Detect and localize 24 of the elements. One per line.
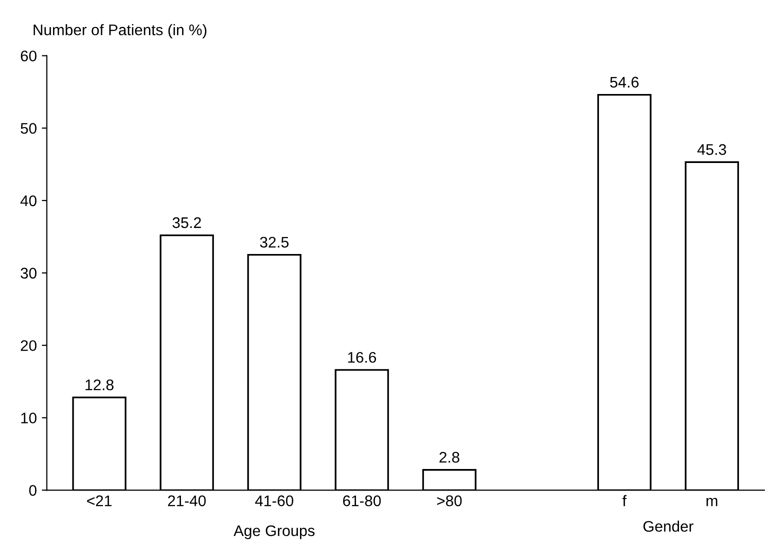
data-label: 12.8 xyxy=(86,379,114,390)
data-label: 54.6 xyxy=(610,76,639,88)
x-axis-title: Age Groups xyxy=(234,525,315,540)
y-tick-label: 40 xyxy=(20,195,36,206)
x-tick-label: m xyxy=(706,498,718,506)
y-axis-title: Number of Patients (in %) xyxy=(34,24,206,38)
data-label: 35.2 xyxy=(172,217,201,228)
y-tick-label: 0 xyxy=(29,485,36,496)
data-label: 2.8 xyxy=(440,452,460,463)
y-tick-label: 20 xyxy=(20,340,36,352)
text: Gender xyxy=(643,520,694,532)
x-tick-label: 61-80 xyxy=(343,495,381,506)
x-tick-label: 41-60 xyxy=(255,495,294,506)
y-tick-label: 30 xyxy=(20,268,36,279)
y-tick-label: 50 xyxy=(20,122,36,134)
y-tick-label: 10 xyxy=(21,412,36,424)
x-tick-label: f xyxy=(622,495,627,506)
data-label: 45.3 xyxy=(697,144,726,155)
x-tick-label: <21 xyxy=(87,495,112,506)
data-label: 16.6 xyxy=(348,352,376,363)
data-label: 32.5 xyxy=(260,236,289,248)
y-tick-label: 60 xyxy=(20,50,36,62)
x-tick-label: >80 xyxy=(437,495,462,506)
x-tick-label: 21-40 xyxy=(168,495,206,506)
